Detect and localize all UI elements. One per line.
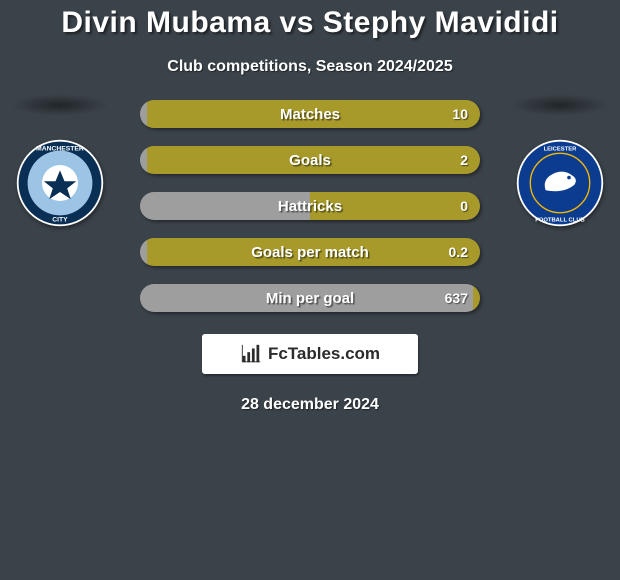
player2-club-crest: LEICESTER FOOTBALL CLUB [515, 138, 605, 228]
stat-label: Hattricks [140, 192, 480, 220]
stat-bar: 637Min per goal [140, 284, 480, 312]
player1-club-crest: MANCHESTER CITY [15, 138, 105, 228]
player2-shadow [510, 94, 610, 116]
stat-bar: 2Goals [140, 146, 480, 174]
player1-side: MANCHESTER CITY [10, 94, 110, 228]
player2-side: LEICESTER FOOTBALL CLUB [510, 94, 610, 228]
bar-chart-icon [240, 343, 262, 365]
page-subtitle: Club competitions, Season 2024/2025 [0, 58, 620, 76]
stat-label: Goals per match [140, 238, 480, 266]
stat-label: Goals [140, 146, 480, 174]
player1-shadow [10, 94, 110, 116]
watermark-badge: FcTables.com [202, 334, 418, 374]
stat-bar: 0Hattricks [140, 192, 480, 220]
svg-text:CITY: CITY [52, 217, 68, 224]
svg-text:LEICESTER: LEICESTER [544, 147, 578, 153]
snapshot-date: 28 december 2024 [0, 396, 620, 414]
stat-bar: 0.2Goals per match [140, 238, 480, 266]
comparison-area: MANCHESTER CITY LEICESTER FOOTBALL CLUB … [0, 100, 620, 312]
watermark-text: FcTables.com [268, 344, 380, 364]
stat-label: Min per goal [140, 284, 480, 312]
stat-bars-column: 10Matches 2Goals 0Hattricks 0.2Goals per ma… [140, 100, 480, 312]
stat-bar: 10Matches [140, 100, 480, 128]
svg-text:FOOTBALL CLUB: FOOTBALL CLUB [535, 218, 585, 224]
svg-text:MANCHESTER: MANCHESTER [36, 146, 84, 153]
page-title: Divin Mubama vs Stephy Mavididi [0, 0, 620, 40]
stat-label: Matches [140, 100, 480, 128]
